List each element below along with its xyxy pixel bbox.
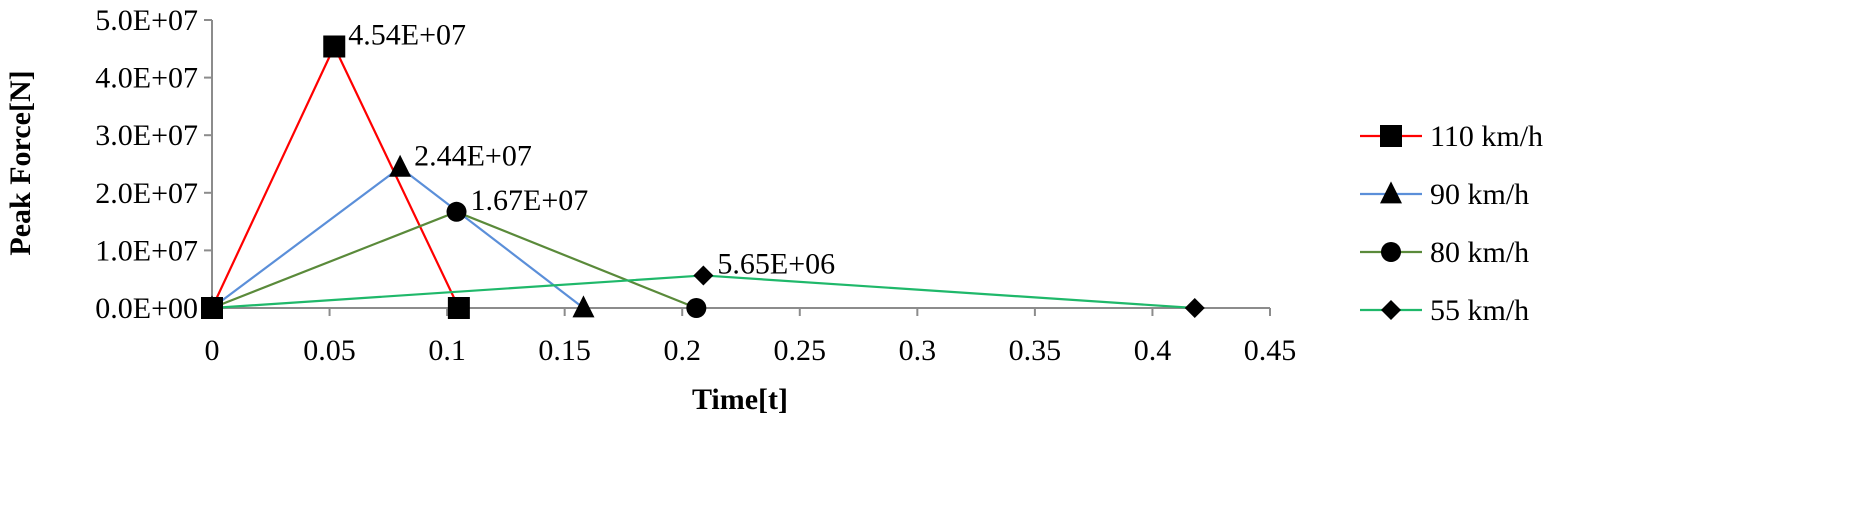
y-tick-label: 2.0E+07 xyxy=(95,177,198,210)
data-labels: 4.54E+07 2.44E+07 1.67E+07 5.65E+06 xyxy=(348,18,835,280)
x-axis-title: Time[t] xyxy=(692,383,788,416)
data-point-110-km-h xyxy=(447,297,470,319)
x-tick-label: 0.15 xyxy=(538,334,591,367)
series-markers xyxy=(201,35,1205,319)
x-tick-label: 0.3 xyxy=(899,334,937,367)
legend-marker-90-km-h xyxy=(1380,181,1402,204)
legend-label-110-km-h: 110 km/h xyxy=(1430,120,1543,153)
x-tick-label: 0.05 xyxy=(303,334,356,367)
x-tick-label: 0.25 xyxy=(774,334,827,367)
legend-marker-55-km-h xyxy=(1381,300,1401,320)
data-point-90-km-h xyxy=(572,295,595,318)
x-tick-label: 0.45 xyxy=(1244,334,1297,367)
y-axis-title: Peak Force[N] xyxy=(4,70,37,255)
data-point-90-km-h xyxy=(389,154,412,177)
legend-label-80-km-h: 80 km/h xyxy=(1430,236,1529,269)
data-label-90-km-h: 2.44E+07 xyxy=(414,139,532,172)
series-line-80-km-h xyxy=(211,210,697,310)
data-point-110-km-h xyxy=(323,35,346,58)
legend-label-90-km-h: 90 km/h xyxy=(1430,178,1529,211)
legend-marker-80-km-h xyxy=(1381,242,1401,262)
y-tick-label: 3.0E+07 xyxy=(95,119,198,152)
legend: 110 km/h 90 km/h 80 km/h 55 km/h xyxy=(1360,120,1543,327)
x-tick-label: 0 xyxy=(205,334,220,367)
legend-label-55-km-h: 55 km/h xyxy=(1430,294,1529,327)
data-label-80-km-h: 1.67E+07 xyxy=(471,184,589,217)
y-tick-label: 0.0E+00 xyxy=(95,292,198,325)
y-tick-label: 5.0E+07 xyxy=(95,4,198,37)
data-point-80-km-h xyxy=(446,201,467,222)
x-tick-label: 0.35 xyxy=(1009,334,1062,367)
data-point-80-km-h xyxy=(686,298,707,318)
x-tick-label: 0.2 xyxy=(663,334,701,367)
axes: 0.0E+00 1.0E+07 2.0E+07 3.0E+07 4.0E+07 5.0E+… xyxy=(95,4,1296,367)
y-tick-label: 1.0E+07 xyxy=(95,234,198,267)
data-point-55-km-h xyxy=(693,265,714,286)
data-label-55-km-h: 5.65E+06 xyxy=(717,247,835,280)
data-point-55-km-h xyxy=(1184,298,1205,318)
series-line-110-km-h xyxy=(211,43,460,309)
data-point-55-km-h xyxy=(202,298,222,318)
x-tick-label: 0.4 xyxy=(1134,334,1172,367)
data-label-110-km-h: 4.54E+07 xyxy=(348,18,466,51)
legend-marker-110-km-h xyxy=(1380,125,1402,147)
x-tick-label: 0.1 xyxy=(428,334,466,367)
y-tick-label: 4.0E+07 xyxy=(95,62,198,95)
